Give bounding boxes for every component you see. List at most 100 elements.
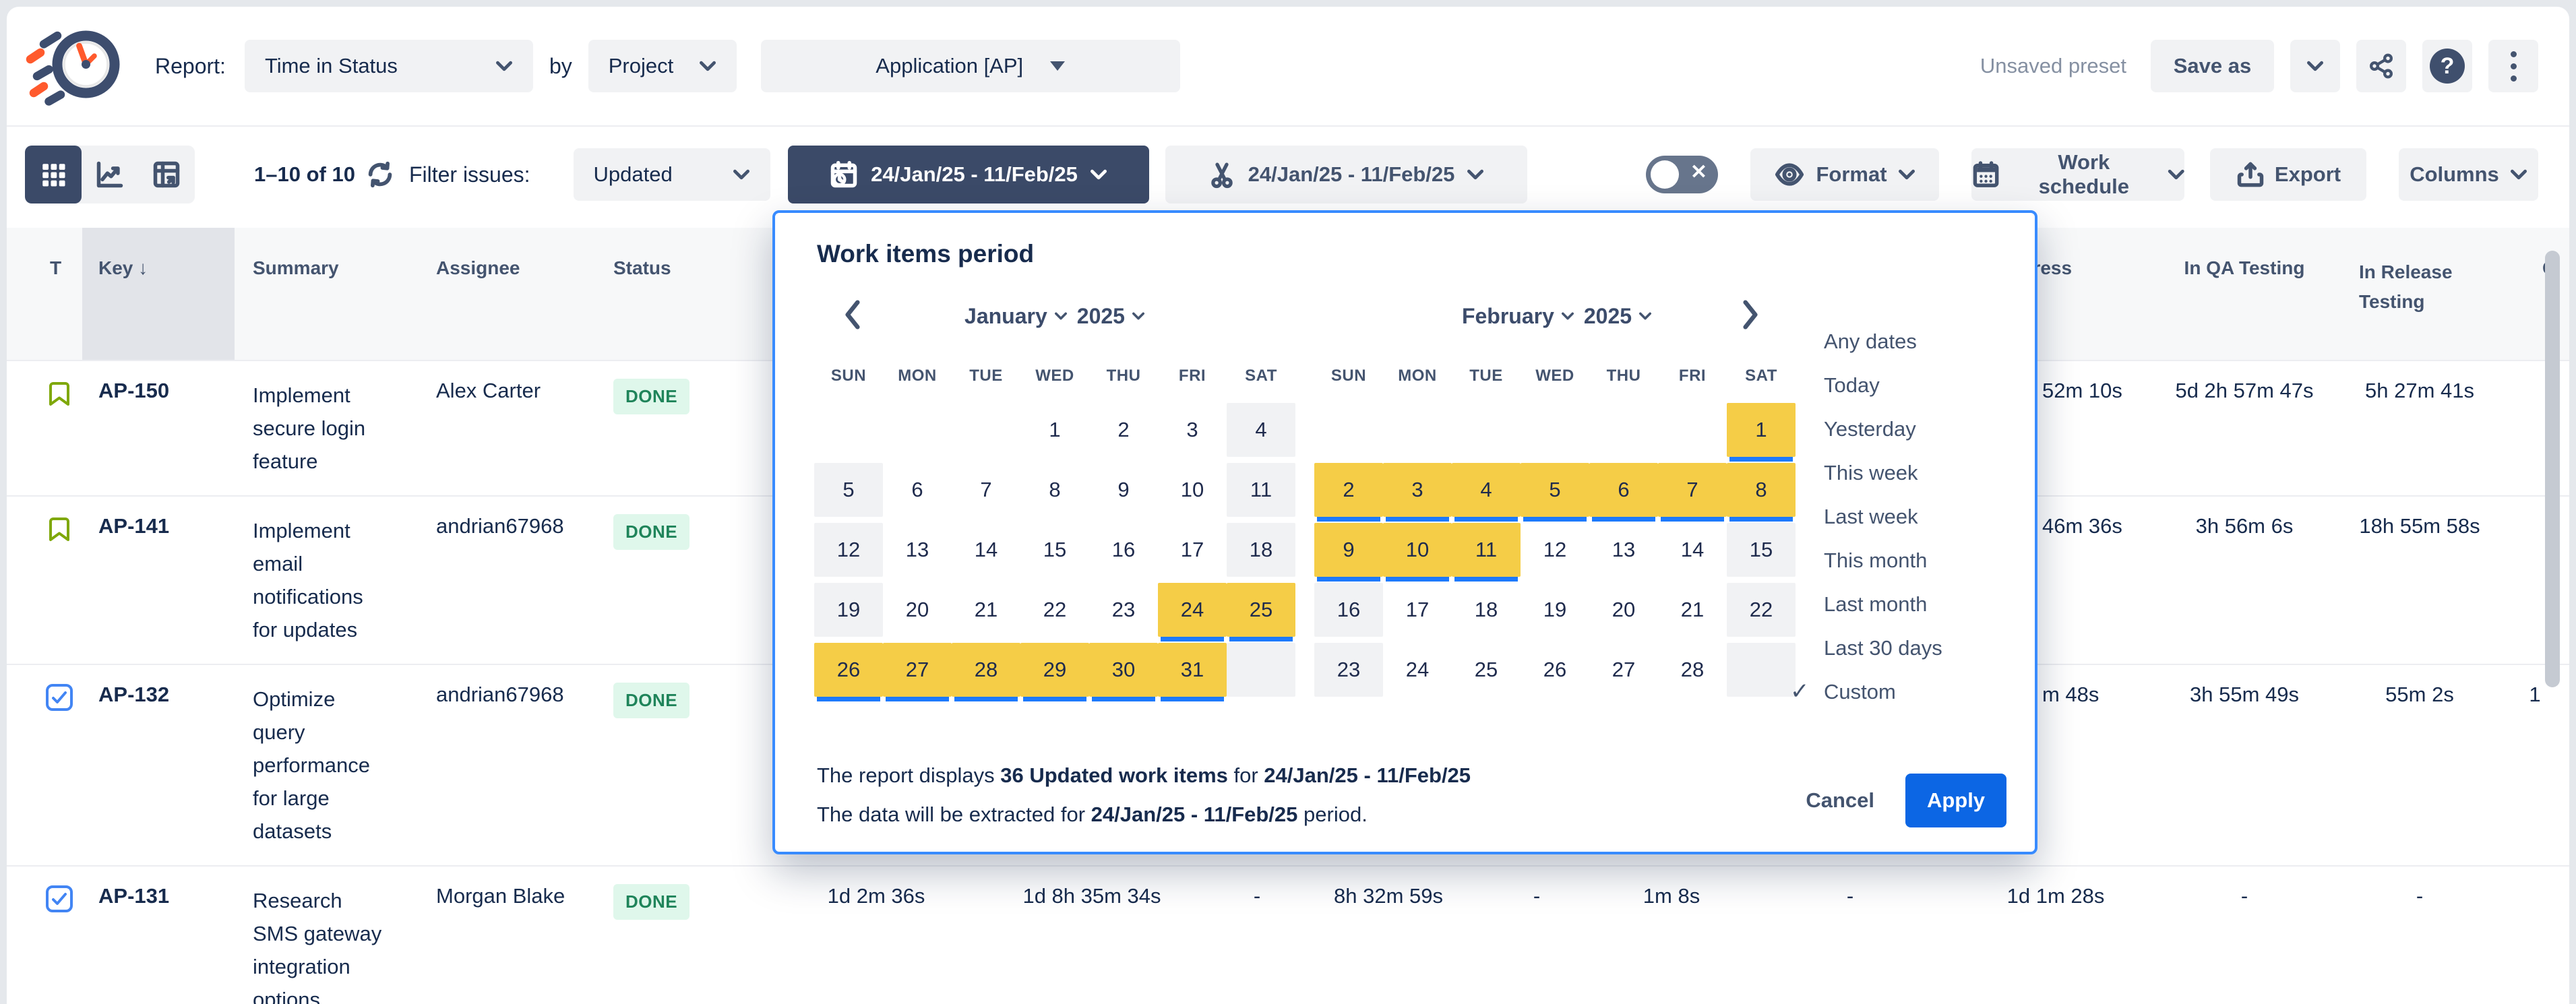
calendar-day[interactable]: 24 (1158, 583, 1227, 637)
calendar-day[interactable]: 13 (905, 538, 929, 561)
calendar-day[interactable]: 15 (1043, 538, 1067, 561)
calendar-day[interactable]: 3 (1186, 418, 1198, 441)
assignee-link[interactable]: andrian67968 (436, 683, 564, 706)
calendar-day[interactable]: 18 (1474, 598, 1498, 621)
col-header-assignee[interactable]: Assignee (436, 257, 520, 278)
calendar-day[interactable]: 14 (1680, 538, 1705, 561)
calendar-day[interactable]: 15 (1727, 523, 1796, 577)
calendar-day[interactable]: 1 (1049, 418, 1061, 441)
cancel-button[interactable]: Cancel (1795, 788, 1885, 813)
calendar-day[interactable]: 19 (814, 583, 883, 637)
calendar-day[interactable]: 24 (1405, 658, 1430, 681)
preset-option-last-month[interactable]: Last month (1824, 592, 1928, 616)
calendar-day[interactable]: 2 (1314, 463, 1383, 517)
chart-view-button[interactable] (82, 146, 138, 203)
calendar-day[interactable]: 13 (1612, 538, 1636, 561)
calendar-day[interactable]: 27 (883, 643, 952, 697)
col-header-in-release-testing[interactable]: In Release Testing (2359, 261, 2453, 312)
calendar-day[interactable]: 8 (1049, 478, 1061, 501)
project-select[interactable]: Application [AP] (760, 40, 1180, 92)
work-schedule-button[interactable]: Work schedule (1971, 148, 2184, 201)
pivot-view-button[interactable] (138, 146, 195, 203)
calendar-day[interactable]: 12 (1543, 538, 1567, 561)
calendar-day[interactable]: 22 (1043, 598, 1067, 621)
preset-option-last-30-days[interactable]: Last 30 days (1824, 636, 1942, 660)
calendar-day[interactable]: 30 (1089, 643, 1158, 697)
calendar-day[interactable]: 23 (1314, 643, 1383, 697)
assignee-link[interactable]: Morgan Blake (436, 884, 565, 908)
assignee-link[interactable]: andrian67968 (436, 514, 564, 538)
previous-month-button[interactable] (829, 291, 876, 338)
calendar-day[interactable]: 17 (1180, 538, 1204, 561)
calendar-day[interactable]: 14 (974, 538, 998, 561)
apply-button[interactable]: Apply (1905, 774, 2006, 827)
calendar-day[interactable]: 12 (814, 523, 883, 577)
report-type-select[interactable]: Time in Status (244, 40, 533, 92)
col-header-summary[interactable]: Summary (253, 257, 339, 278)
calendar-day[interactable]: 4 (1227, 403, 1295, 457)
calendar-day[interactable]: 9 (1314, 523, 1383, 577)
next-month-button[interactable] (1727, 291, 1774, 338)
calendar-day[interactable]: 2 (1117, 418, 1130, 441)
share-button[interactable] (2356, 40, 2406, 92)
calendar-day[interactable]: 7 (1658, 463, 1727, 517)
format-button[interactable]: Format (1750, 148, 1939, 201)
calendar-day[interactable]: 27 (1612, 658, 1636, 681)
preset-option-any-dates[interactable]: Any dates (1824, 330, 1917, 353)
calendar-day[interactable]: 5 (814, 463, 883, 517)
col-header-status[interactable]: Status (613, 257, 671, 278)
calendar-day[interactable]: 11 (1452, 523, 1521, 577)
preset-option-this-month[interactable]: This month (1824, 548, 1928, 572)
issue-key-cell[interactable]: AP-141 (98, 514, 170, 538)
calendar-day[interactable]: 7 (980, 478, 992, 501)
calendar-day[interactable]: 4 (1452, 463, 1521, 517)
issue-key-cell[interactable]: AP-150 (98, 379, 170, 402)
calendar-day[interactable]: 10 (1180, 478, 1204, 501)
calendar-day[interactable]: 3 (1383, 463, 1452, 517)
col-header-type[interactable]: T (50, 257, 62, 278)
columns-button[interactable]: Columns (2399, 148, 2538, 201)
help-button[interactable]: ? (2422, 40, 2472, 92)
filter-field-select[interactable]: Updated (573, 148, 770, 201)
group-by-select[interactable]: Project (588, 40, 737, 92)
preset-option-today[interactable]: Today (1824, 373, 1880, 397)
preset-option-custom[interactable]: ✓ Custom (1790, 670, 2026, 714)
issue-key-cell[interactable]: AP-131 (98, 884, 170, 908)
vertical-scrollbar[interactable] (2545, 251, 2560, 687)
calendar-day[interactable]: 22 (1727, 583, 1796, 637)
calendar-day[interactable]: 19 (1543, 598, 1567, 621)
calendar-day[interactable]: 26 (814, 643, 883, 697)
calendar-day[interactable]: 9 (1117, 478, 1130, 501)
year-select[interactable]: 2025 (1077, 304, 1145, 329)
preset-option-this-week[interactable]: This week (1824, 461, 1918, 484)
calendar-day[interactable]: 31 (1158, 643, 1227, 697)
calendar-day[interactable]: 6 (911, 478, 923, 501)
calendar-day[interactable]: 28 (952, 643, 1020, 697)
grid-view-button[interactable] (25, 146, 82, 203)
calendar-day[interactable]: 25 (1474, 658, 1498, 681)
year-select[interactable]: 2025 (1584, 304, 1652, 329)
month-select[interactable]: February (1462, 304, 1574, 329)
calendar-day[interactable]: 16 (1314, 583, 1383, 637)
calendar-day[interactable]: 23 (1111, 598, 1136, 621)
calendar-day[interactable]: 10 (1383, 523, 1452, 577)
calendar-day[interactable]: 29 (1020, 643, 1089, 697)
calendar-day[interactable]: 25 (1227, 583, 1295, 637)
export-button[interactable]: Export (2210, 148, 2366, 201)
refresh-icon[interactable] (365, 159, 396, 190)
calendar-day[interactable]: 18 (1227, 523, 1295, 577)
calendar-day[interactable]: 20 (905, 598, 929, 621)
more-actions-button[interactable] (2488, 40, 2538, 92)
trim-period-button[interactable]: 24/Jan/25 - 11/Feb/25 (1165, 146, 1527, 203)
issue-key-cell[interactable]: AP-132 (98, 683, 170, 706)
calendar-day[interactable]: 16 (1111, 538, 1136, 561)
calendar-day[interactable]: 6 (1589, 463, 1658, 517)
col-header-key[interactable]: Key ↓ (82, 228, 235, 360)
preset-option-yesterday[interactable]: Yesterday (1824, 417, 1916, 441)
calendar-day[interactable]: 8 (1727, 463, 1796, 517)
calendar-day[interactable]: 11 (1227, 463, 1295, 517)
calendar-day[interactable]: 17 (1405, 598, 1430, 621)
save-as-dropdown-button[interactable] (2290, 40, 2340, 92)
work-items-period-button[interactable]: 24/Jan/25 - 11/Feb/25 (787, 146, 1149, 203)
calendar-day[interactable]: 20 (1612, 598, 1636, 621)
